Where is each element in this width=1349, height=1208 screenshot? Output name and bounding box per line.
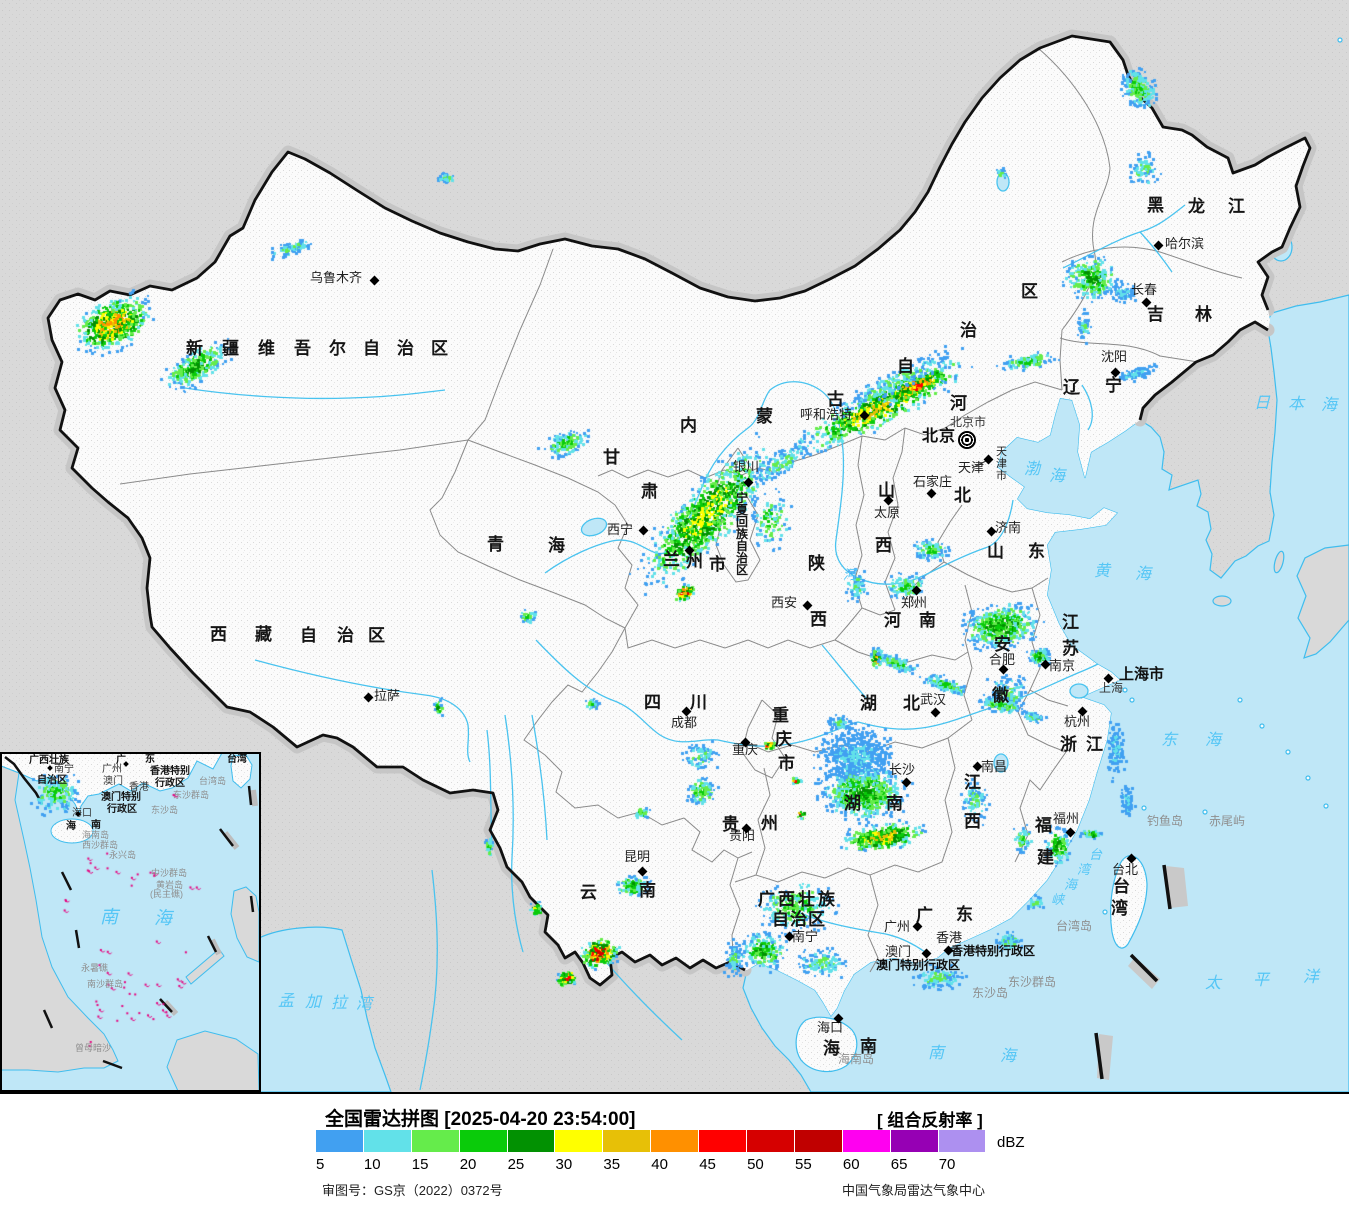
legend-tick-label: 25 <box>507 1156 525 1173</box>
legend-tick-label: 15 <box>411 1156 429 1173</box>
legend-tick-label: 35 <box>603 1156 621 1173</box>
legend-color-swatch <box>794 1130 842 1152</box>
legend-tick-label: 50 <box>747 1156 764 1173</box>
color-scale-bar <box>316 1130 986 1152</box>
product-type-label: [ 组合反射率 ] <box>877 1111 983 1130</box>
legend-color-swatch <box>603 1130 651 1152</box>
legend-color-swatch <box>507 1130 555 1152</box>
legend-tick-label: 65 <box>890 1156 908 1173</box>
legend-tick-label: 40 <box>651 1156 668 1173</box>
legend-tick-label: 70 <box>938 1156 956 1173</box>
legend-color-swatch <box>316 1130 363 1152</box>
color-scale-ticks: 5 10 15 20 25 30 35 40 45 50 55 60 65 70 <box>316 1156 1016 1174</box>
legend-color-swatch <box>890 1130 938 1152</box>
radar-echo-layer <box>0 0 1349 1092</box>
legend-tick-label: 45 <box>699 1156 716 1173</box>
legend-tick-label: 60 <box>842 1156 860 1173</box>
legend-color-swatch <box>411 1130 459 1152</box>
legend-color-swatch <box>699 1130 747 1152</box>
legend-color-swatch <box>651 1130 699 1152</box>
map-approval-number: 审图号：GS京（2022）0372号 <box>322 1183 503 1198</box>
legend-color-swatch <box>363 1130 411 1152</box>
legend-tick-label: 20 <box>459 1156 477 1173</box>
legend-color-swatch <box>459 1130 507 1152</box>
legend-tick-label: 55 <box>795 1156 812 1173</box>
legend-color-swatch <box>842 1130 890 1152</box>
legend-tick-label: 5 <box>316 1156 325 1173</box>
legend-tick-label: 30 <box>555 1156 573 1173</box>
legend-panel: 全国雷达拼图 [2025-04-20 23:54:00] [ 组合反射率 ] 5… <box>0 1092 1349 1208</box>
agency-name: 中国气象局雷达气象中心 <box>841 1183 985 1198</box>
map-title: 全国雷达拼图 [2025-04-20 23:54:00] <box>325 1109 636 1130</box>
unit-label: dBZ <box>997 1134 1025 1151</box>
legend-color-swatch <box>747 1130 794 1152</box>
legend-tick-label: 10 <box>363 1156 381 1173</box>
legend-color-swatch <box>555 1130 603 1152</box>
legend-color-swatch <box>938 1130 986 1152</box>
